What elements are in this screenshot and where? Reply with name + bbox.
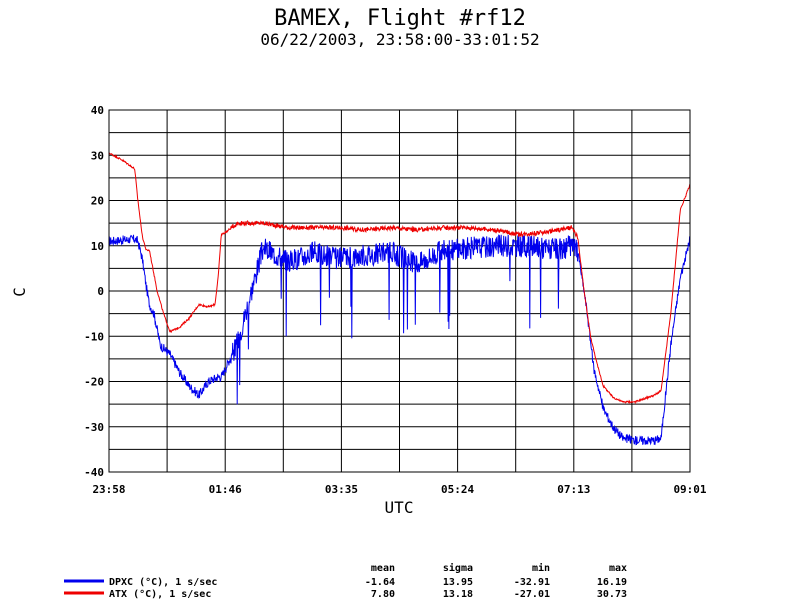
y-tick-label: 0 [97,285,104,298]
x-tick-label: 01:46 [209,483,242,496]
x-tick-label: 07:13 [557,483,590,496]
x-tick-label: 09:01 [673,483,706,496]
legend-stat-value: 13.95 [443,577,473,588]
y-tick-label: 20 [91,195,104,208]
legend-series-name: DPXC (°C), 1 s/sec [109,577,217,588]
legend-stats-header: min [532,562,550,574]
legend-series-name: ATX (°C), 1 s/sec [109,589,211,600]
x-tick-label: 03:35 [325,483,358,496]
legend-stats-header: max [609,563,627,574]
legend-stat-value: 16.19 [597,577,627,588]
y-tick-label: 30 [91,149,104,162]
legend-stat-value: -1.64 [365,577,395,588]
legend-stats-header: mean [371,563,395,574]
legend-stat-value: 30.73 [597,589,627,600]
y-tick-label: -30 [84,421,104,434]
legend: mean sigma min max DPXC (°C), 1 s/sec -1.64 13… [64,562,627,600]
plot-frame [108,109,691,473]
y-tick-label: 10 [91,240,104,253]
y-tick-label: 40 [91,104,104,117]
y-axis-label: C [10,287,29,297]
series-line-1 [108,152,691,405]
legend-stat-value: -27.01 [514,589,550,600]
legend-stat-value: 13.18 [443,589,473,600]
chart-subtitle: 06/22/2003, 23:58:00-33:01:52 [260,30,539,49]
y-tick-label: -10 [84,330,104,343]
chart-title: BAMEX, Flight #rf12 [274,6,526,31]
plot-grid [109,110,690,472]
data-series [108,152,691,446]
legend-stats-header: sigma [443,562,473,574]
axis-ticks: 40 30 20 10 0 -10 -20 -30 -40 23:58 01:46 03:35 05:2… [84,104,707,496]
x-tick-label: 05:24 [441,483,474,496]
x-axis-label: UTC [385,498,414,517]
x-tick-label: 23:58 [92,483,125,496]
series-line-0 [108,234,691,446]
y-tick-label: -40 [84,466,104,479]
legend-stat-value: 7.80 [371,589,395,600]
y-tick-label: -20 [84,376,104,389]
legend-stat-value: -32.91 [514,577,550,588]
